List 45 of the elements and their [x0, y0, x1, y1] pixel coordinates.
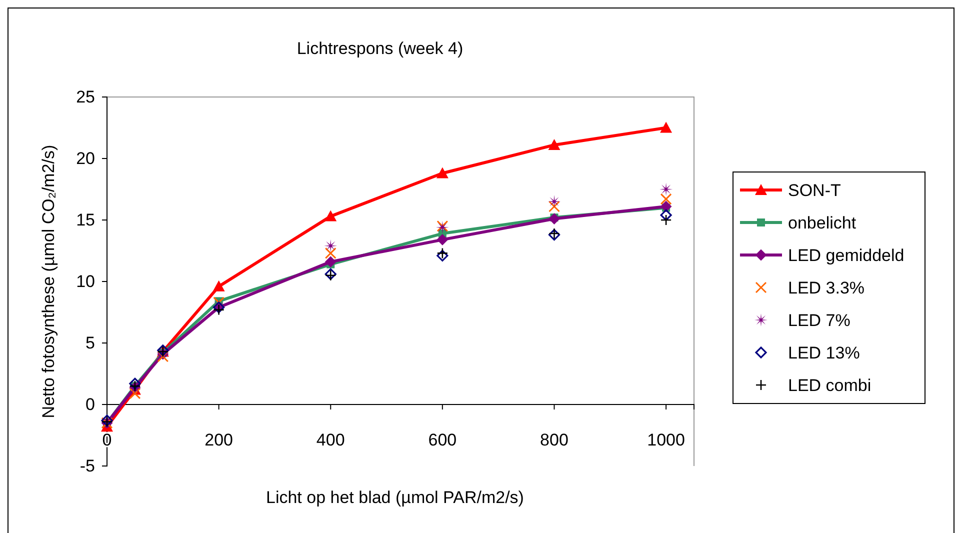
x-tick-label: 600 [428, 430, 457, 450]
x-tick-label: 1000 [647, 430, 685, 450]
legend-label: LED combi [788, 376, 872, 395]
point [129, 378, 141, 390]
point [436, 234, 448, 246]
point [660, 214, 672, 226]
y-tick-label: 5 [86, 333, 95, 352]
y-axis-title: Netto fotosynthese (µmol CO₂/m2/s) [39, 144, 58, 418]
point [660, 122, 672, 133]
point [436, 167, 448, 178]
y-tick-label: 0 [86, 394, 95, 414]
legend-label: LED 7% [788, 311, 850, 330]
point [324, 210, 337, 222]
point [324, 247, 336, 259]
legend-label: onbelicht [788, 214, 856, 232]
point [213, 304, 224, 316]
point [324, 239, 338, 252]
point [660, 200, 672, 212]
y-tick-label: 15 [76, 210, 95, 230]
point [325, 256, 336, 268]
legend-label: LED gemiddeld [788, 246, 904, 265]
legend-label: SON-T [788, 181, 841, 200]
x-tick-label: 200 [204, 430, 233, 450]
x-axis-title: Licht op het blad (µmol PAR/m2/s) [266, 488, 524, 507]
point [660, 182, 673, 196]
legend-label: LED 3.3% [788, 278, 865, 298]
y-tick-label: 25 [76, 87, 95, 106]
y-tick-label: 10 [76, 272, 95, 291]
y-tick-label: -5 [80, 456, 95, 476]
point [129, 388, 141, 400]
y-tick-label: 20 [76, 148, 95, 168]
x-tick-label: 800 [540, 430, 568, 450]
point [436, 248, 448, 259]
legend-label: LED 13% [788, 344, 860, 362]
point [548, 213, 560, 224]
point [548, 200, 560, 212]
point [660, 209, 672, 221]
x-tick-label: 400 [316, 430, 345, 450]
chart-title: Lichtrespons (week 4) [296, 39, 464, 58]
point [436, 250, 448, 262]
point [548, 138, 560, 150]
point [548, 195, 561, 208]
point [157, 350, 169, 362]
point [212, 280, 225, 292]
point [660, 193, 672, 205]
